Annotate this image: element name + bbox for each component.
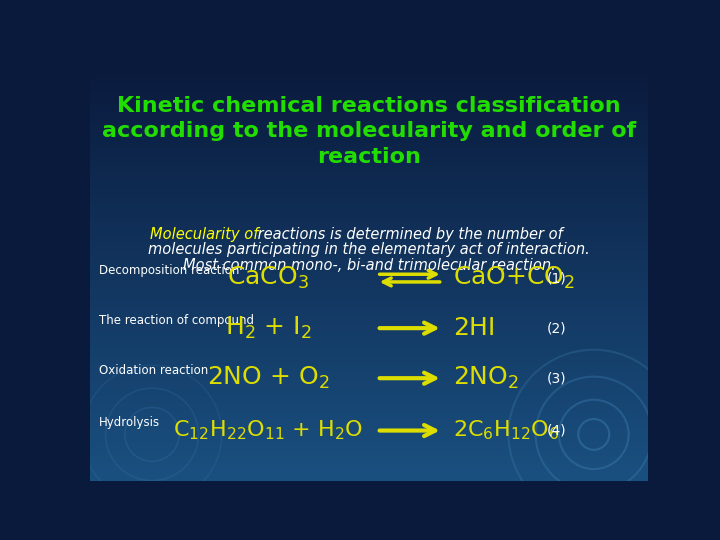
Text: molecules participating in the elementary act of interaction.: molecules participating in the elementar… (148, 242, 590, 257)
Text: C$_{12}$H$_{22}$O$_{11}$ + H$_2$O: C$_{12}$H$_{22}$O$_{11}$ + H$_2$O (174, 418, 364, 442)
Text: 2C$_6$H$_{12}$O$_6$: 2C$_6$H$_{12}$O$_6$ (453, 418, 559, 442)
Text: Oxidation reaction: Oxidation reaction (99, 364, 209, 377)
Text: Kinetic chemical reactions classification
according to the molecularity and orde: Kinetic chemical reactions classificatio… (102, 96, 636, 167)
Text: (2): (2) (547, 321, 567, 335)
Text: (3): (3) (547, 371, 567, 385)
Text: 2NO$_2$: 2NO$_2$ (453, 365, 518, 392)
Text: CaO+CO$_2$: CaO+CO$_2$ (453, 265, 575, 291)
Text: (4): (4) (547, 423, 567, 437)
Text: Molecularity of: Molecularity of (150, 227, 258, 242)
Text: reactions is determined by the number of: reactions is determined by the number of (253, 227, 562, 242)
Text: H$_2$ + I$_2$: H$_2$ + I$_2$ (225, 315, 312, 341)
Text: Hydrolysis: Hydrolysis (99, 416, 161, 429)
Text: Decomposition reaction: Decomposition reaction (99, 264, 240, 277)
Text: CaCO$_3$: CaCO$_3$ (228, 265, 309, 291)
Text: 2HI: 2HI (453, 316, 495, 340)
Text: The reaction of compound: The reaction of compound (99, 314, 254, 327)
Text: 2NO + O$_2$: 2NO + O$_2$ (207, 365, 330, 392)
Text: Most common mono-, bi-and trimolecular reaction.: Most common mono-, bi-and trimolecular r… (183, 258, 555, 273)
Text: (1): (1) (547, 271, 567, 285)
